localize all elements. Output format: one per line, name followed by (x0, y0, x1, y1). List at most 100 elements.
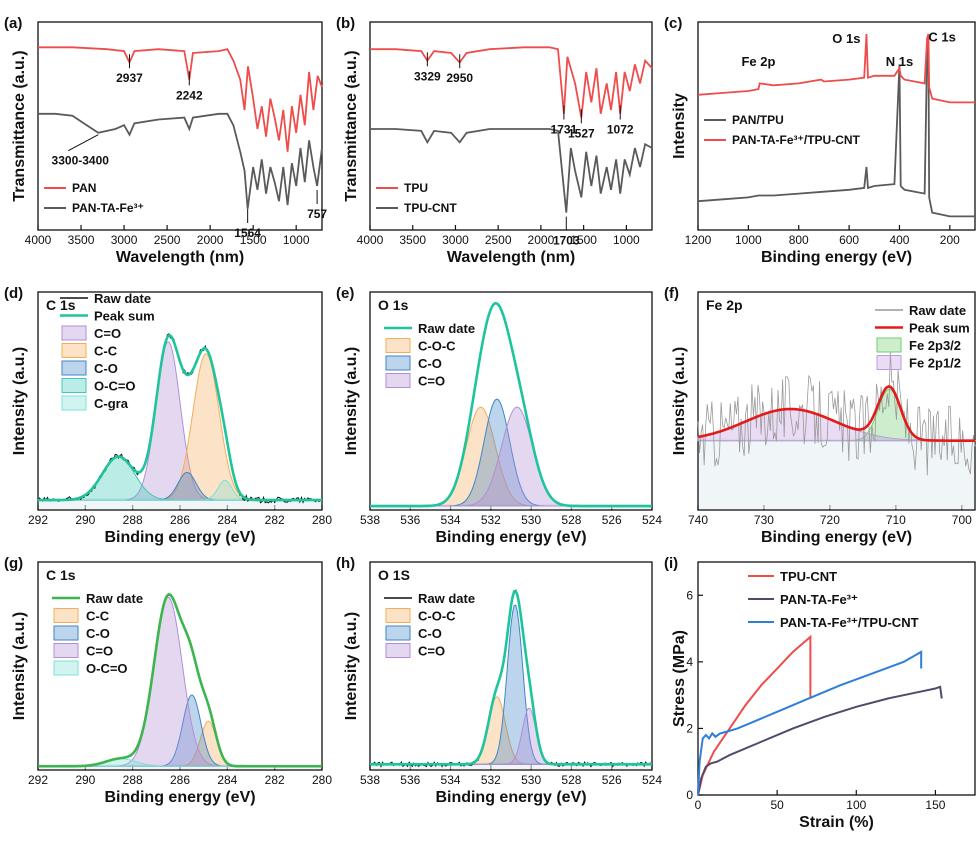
peak-sum-line (370, 301, 652, 508)
x-tick-label: 100 (846, 798, 866, 812)
x-tick-label: 524 (642, 773, 662, 787)
x-axis-title: Binding energy (eV) (104, 529, 255, 546)
series-line (38, 46, 323, 152)
legend-swatch (385, 608, 411, 623)
legend-entry: Raw date (909, 303, 966, 318)
x-tick-label: 536 (400, 773, 420, 787)
legend-swatch (61, 378, 87, 393)
x-tick-label: 3000 (111, 233, 138, 247)
baseline-fill (699, 438, 974, 509)
x-axis-title: Binding energy (eV) (761, 529, 912, 546)
legend-entry: Raw date (86, 591, 143, 606)
peak-sum-line (697, 385, 976, 442)
legend-swatch (61, 360, 87, 376)
plot-frame (369, 291, 653, 511)
y-axis-title: Intensity (a.u.) (343, 347, 360, 455)
y-tick-label: 6 (686, 588, 693, 602)
y-axis-title: Transmittance (a.u.) (11, 50, 28, 201)
x-tick-label: 1000 (283, 233, 310, 247)
series-line (697, 33, 975, 104)
legend-swatch (385, 643, 411, 658)
legend-swatch (61, 343, 87, 358)
x-tick-label: 528 (561, 773, 581, 787)
raw-data-line (697, 352, 976, 476)
legend-entry: PAN (72, 181, 96, 195)
x-tick-label: 4000 (357, 233, 384, 247)
peak-area (370, 406, 652, 507)
peak-annotation: 3329 (414, 69, 441, 83)
series-line (370, 128, 653, 213)
plot-frame (369, 21, 653, 231)
x-tick-label: 526 (602, 513, 622, 527)
x-tick-label: 1000 (613, 233, 640, 247)
baseline-fill (371, 762, 651, 769)
peak-label: O 1s (832, 31, 860, 46)
x-axis-title: Binding energy (eV) (435, 789, 586, 806)
x-tick-label: 530 (521, 773, 541, 787)
panel-a: 4000 3500 3000 2500 2000 1500 1000 Wavelength (… (4, 15, 327, 266)
series-line (697, 634, 812, 796)
legend-entry: C-C (86, 609, 110, 624)
y-axis-title: Stress (MPa) (671, 630, 688, 727)
x-axis-title: Binding energy (eV) (104, 789, 255, 806)
plot-frame (369, 561, 653, 771)
panel-label: (c) (664, 15, 682, 32)
legend-entry: C=O (94, 326, 121, 341)
x-tick-label: 1200 (685, 233, 712, 247)
x-tick-label: 284 (217, 773, 237, 787)
legend-swatch (53, 643, 79, 658)
x-axis-title: Wavelength (nm) (447, 249, 575, 266)
y-axis-title: Transmittance (a.u.) (343, 50, 360, 201)
legend-entry: Raw date (94, 291, 151, 306)
peak-annotation: 757 (307, 207, 327, 221)
x-tick-label: 292 (28, 773, 48, 787)
legend-entry: C=O (86, 644, 113, 659)
panel-d: 292 290 288 286 284 282 280 Binding energy (eV)… (4, 285, 332, 546)
legend-entry: O-C=O (86, 661, 128, 676)
panel-title: O 1s (378, 297, 409, 313)
x-tick-label: 800 (789, 233, 809, 247)
plot-frame (697, 21, 976, 231)
x-tick-label: 280 (312, 773, 332, 787)
x-tick-label: 4000 (25, 233, 52, 247)
legend-swatch (385, 355, 411, 371)
x-tick-label: 600 (839, 233, 859, 247)
peak-annotation: 2950 (446, 71, 473, 85)
panel-b: 4000 3500 3000 2500 2000 1500 1000 Wavelength (… (336, 15, 653, 266)
legend-entry: C=O (418, 644, 445, 659)
peak-label: N 1s (886, 54, 913, 69)
plot-frame (37, 21, 323, 231)
legend-entry: PAN-TA-Fe³⁺ (780, 592, 858, 607)
plot-frame (697, 561, 976, 796)
peak-annotation: 3300-3400 (52, 154, 110, 168)
legend-entry: TPU-CNT (780, 569, 837, 584)
panel-label: (e) (336, 285, 354, 302)
legend-entry: C-O-C (418, 339, 456, 354)
peak-sum-line (370, 589, 652, 766)
x-tick-label: 700 (952, 513, 972, 527)
peak-annotation: 1564 (234, 226, 261, 240)
peak-sum-line (37, 334, 322, 502)
x-tick-label: 524 (642, 513, 662, 527)
x-tick-label: 290 (75, 513, 95, 527)
legend-swatch (53, 660, 79, 676)
legend-entry: PAN-TA-Fe³⁺/TPU-CNT (780, 615, 919, 630)
series-line (697, 650, 923, 796)
y-axis-title: Intensity (a.u.) (11, 612, 28, 720)
panel-title: Fe 2p (706, 297, 743, 313)
x-tick-label: 3500 (68, 233, 95, 247)
x-tick-label: 50 (770, 798, 784, 812)
peak-label: C 1s (928, 29, 955, 44)
legend-swatch (61, 325, 87, 341)
legend-swatch (53, 608, 79, 623)
legend-entry: PAN/TPU (732, 113, 784, 127)
x-tick-label: 286 (170, 773, 190, 787)
x-tick-label: 1500 (240, 233, 267, 247)
x-tick-label: 530 (521, 513, 541, 527)
x-tick-label: 288 (123, 513, 143, 527)
x-tick-label: 730 (754, 513, 774, 527)
x-tick-label: 2000 (197, 233, 224, 247)
peak-annotation: 1527 (568, 126, 595, 140)
series-line (38, 112, 323, 209)
x-tick-label: 284 (217, 513, 237, 527)
